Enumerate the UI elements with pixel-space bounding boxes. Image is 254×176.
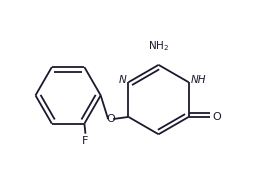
Text: F: F (82, 136, 89, 146)
Text: NH: NH (190, 75, 206, 85)
Text: O: O (212, 112, 221, 122)
Text: NH$_2$: NH$_2$ (148, 39, 169, 53)
Text: O: O (106, 114, 115, 124)
Text: N: N (119, 75, 127, 85)
